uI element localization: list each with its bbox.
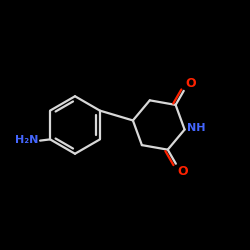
Text: O: O: [186, 76, 196, 90]
Text: H₂N: H₂N: [16, 135, 39, 145]
Text: NH: NH: [187, 123, 206, 133]
Text: O: O: [178, 165, 188, 178]
